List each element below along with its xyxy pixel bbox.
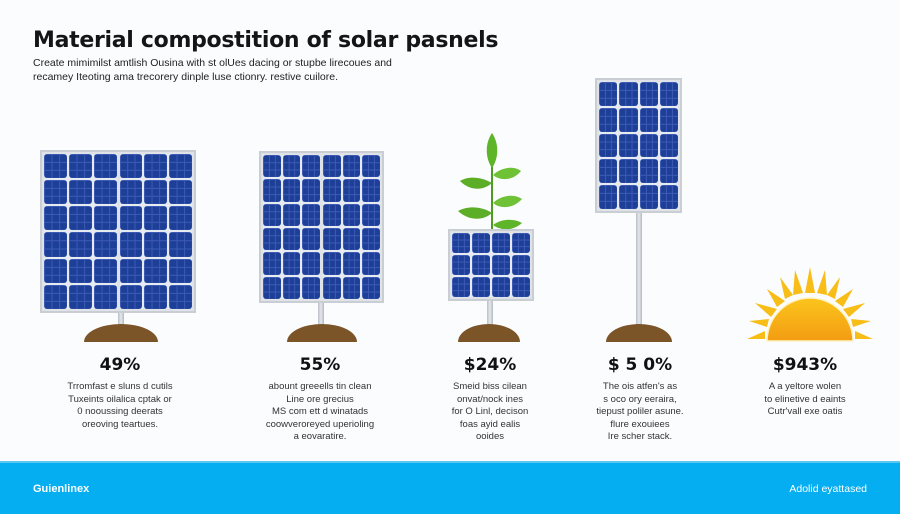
description-line: coowveroreyed uperioling xyxy=(265,418,375,430)
description-line: onvat/nock ines xyxy=(456,393,523,405)
description-line: A a yeltore wolen xyxy=(768,381,842,392)
sun-icon xyxy=(747,267,873,342)
description-line: MS com ett d winatads xyxy=(271,406,369,417)
stat-description: A a yeltore wolen to elinetive d eaints … xyxy=(740,381,870,419)
description-line: tiepust poliler asune. xyxy=(596,406,684,417)
description-line: a eovaratire. xyxy=(293,431,347,442)
description-line: The ois atfen's as xyxy=(602,381,678,392)
description-line: flure exouiees xyxy=(610,418,670,430)
description-line: Line ore grecius xyxy=(286,393,354,405)
description-line: for O Linl, decison xyxy=(451,406,529,417)
stat-description: Smeid biss cilean onvat/nock ines for O … xyxy=(420,381,560,444)
description-line: Smeid biss cilean xyxy=(453,381,527,392)
description-line: ooides xyxy=(476,431,504,442)
description-line: Cutr'vall exe oatis xyxy=(767,406,843,417)
description-line: oreoving teartues. xyxy=(81,418,159,430)
stat-description: abount greeells tin clean Line ore greci… xyxy=(230,381,410,444)
description-line: Tuxeints oilalica cptak or xyxy=(68,393,172,405)
description-line: abount greeells tin clean xyxy=(268,381,372,392)
stat-description: The ois atfen's as s oco ory eeraira, ti… xyxy=(570,381,710,444)
footer-bar: Guienlinex Adolid eyattased xyxy=(0,461,900,514)
stat-value: 55% xyxy=(299,355,341,375)
description-line: Ire scher stack. xyxy=(607,431,673,442)
description-line: foas ayid ealis xyxy=(459,418,521,430)
stat-value: 49% xyxy=(99,355,141,375)
footer-link[interactable]: Adolid eyattased xyxy=(789,483,867,495)
description-line: to elinetive d eaints xyxy=(764,393,846,405)
stat-value: $24% xyxy=(463,355,517,375)
page-title: Material compostition of solar pasnels xyxy=(33,28,499,53)
stat-value: $943% xyxy=(772,355,838,375)
footer-brand[interactable]: Guienlinex xyxy=(33,483,90,495)
description-line: Trromfast e sluns d cutils xyxy=(67,381,173,392)
description-line: 0 nooussing deerats xyxy=(77,406,163,417)
stat-description: Trromfast e sluns d cutils Tuxeints oila… xyxy=(20,381,220,431)
stat-value: $ 5 0% xyxy=(607,355,673,375)
plant-sprout-icon xyxy=(458,133,522,233)
page-subtitle: Create mimimilst amtlish Ousina with st … xyxy=(33,57,392,83)
description-line: s oco ory eeraira, xyxy=(603,393,677,405)
